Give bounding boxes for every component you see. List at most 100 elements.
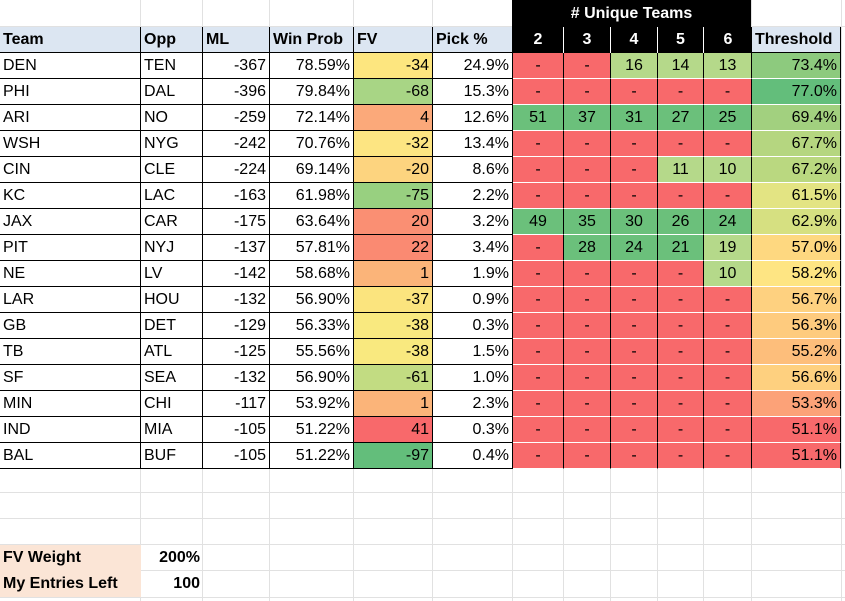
entries-left-value[interactable]: 100: [173, 575, 200, 592]
threshold-cell[interactable]: 67.2%: [752, 157, 841, 183]
ml-cell[interactable]: -224: [203, 157, 270, 183]
win-prob-cell[interactable]: 51.22%: [270, 417, 354, 443]
unique-teams-cell[interactable]: -: [564, 391, 611, 417]
fv-cell[interactable]: -38: [354, 339, 433, 365]
fv-cell[interactable]: -37: [354, 287, 433, 313]
team-cell[interactable]: BAL: [0, 443, 141, 469]
fv-cell[interactable]: -68: [354, 79, 433, 105]
team-cell[interactable]: ARI: [0, 105, 141, 131]
unique-teams-cell[interactable]: -: [704, 313, 752, 339]
team-cell[interactable]: NE: [0, 261, 141, 287]
fv-cell[interactable]: 22: [354, 235, 433, 261]
unique-teams-cell[interactable]: 11: [658, 157, 704, 183]
threshold-cell[interactable]: 69.4%: [752, 105, 841, 131]
threshold-cell[interactable]: 77.0%: [752, 79, 841, 105]
unique-teams-cell[interactable]: 28: [564, 235, 611, 261]
unique-teams-cell[interactable]: -: [513, 53, 564, 79]
pick-pct-cell[interactable]: 0.3%: [433, 313, 513, 339]
unique-teams-cell[interactable]: -: [611, 287, 658, 313]
unique-teams-cell[interactable]: 37: [564, 105, 611, 131]
unique-teams-cell[interactable]: -: [564, 287, 611, 313]
opp-cell[interactable]: LAC: [141, 183, 203, 209]
unique-teams-cell[interactable]: -: [704, 287, 752, 313]
unique-teams-cell[interactable]: -: [513, 183, 564, 209]
opp-cell[interactable]: SEA: [141, 365, 203, 391]
fv-cell[interactable]: -20: [354, 157, 433, 183]
opp-cell[interactable]: TEN: [141, 53, 203, 79]
opp-cell[interactable]: LV: [141, 261, 203, 287]
ml-cell[interactable]: -142: [203, 261, 270, 287]
unique-teams-cell[interactable]: 19: [704, 235, 752, 261]
unique-teams-cell[interactable]: -: [704, 365, 752, 391]
win-prob-cell[interactable]: 72.14%: [270, 105, 354, 131]
pick-pct-cell[interactable]: 8.6%: [433, 157, 513, 183]
pick-pct-cell[interactable]: 2.2%: [433, 183, 513, 209]
opp-cell[interactable]: DAL: [141, 79, 203, 105]
threshold-cell[interactable]: 56.7%: [752, 287, 841, 313]
ml-cell[interactable]: -132: [203, 287, 270, 313]
unique-teams-cell[interactable]: -: [564, 443, 611, 469]
team-cell[interactable]: SF: [0, 365, 141, 391]
team-cell[interactable]: KC: [0, 183, 141, 209]
opp-cell[interactable]: CLE: [141, 157, 203, 183]
unique-teams-cell[interactable]: -: [611, 79, 658, 105]
threshold-cell[interactable]: 56.6%: [752, 365, 841, 391]
fv-cell[interactable]: 20: [354, 209, 433, 235]
team-cell[interactable]: JAX: [0, 209, 141, 235]
threshold-cell[interactable]: 51.1%: [752, 417, 841, 443]
unique-teams-cell[interactable]: -: [658, 261, 704, 287]
unique-teams-cell[interactable]: -: [564, 183, 611, 209]
ml-cell[interactable]: -367: [203, 53, 270, 79]
unique-teams-cell[interactable]: 14: [658, 53, 704, 79]
ml-cell[interactable]: -129: [203, 313, 270, 339]
unique-teams-cell[interactable]: -: [611, 131, 658, 157]
unique-teams-cell[interactable]: -: [513, 131, 564, 157]
unique-teams-cell[interactable]: -: [611, 183, 658, 209]
unique-teams-cell[interactable]: -: [564, 417, 611, 443]
win-prob-cell[interactable]: 51.22%: [270, 443, 354, 469]
win-prob-cell[interactable]: 53.92%: [270, 391, 354, 417]
unique-teams-cell[interactable]: -: [658, 417, 704, 443]
unique-teams-cell[interactable]: -: [513, 79, 564, 105]
unique-teams-cell[interactable]: 10: [704, 157, 752, 183]
opp-cell[interactable]: NYG: [141, 131, 203, 157]
unique-teams-cell[interactable]: -: [564, 339, 611, 365]
ml-cell[interactable]: -125: [203, 339, 270, 365]
unique-teams-cell[interactable]: 27: [658, 105, 704, 131]
pick-pct-cell[interactable]: 0.3%: [433, 417, 513, 443]
fv-cell[interactable]: 41: [354, 417, 433, 443]
threshold-cell[interactable]: 67.7%: [752, 131, 841, 157]
unique-teams-cell[interactable]: 24: [611, 235, 658, 261]
pick-pct-cell[interactable]: 3.4%: [433, 235, 513, 261]
unique-teams-cell[interactable]: -: [611, 157, 658, 183]
win-prob-cell[interactable]: 57.81%: [270, 235, 354, 261]
unique-teams-cell[interactable]: -: [564, 157, 611, 183]
unique-teams-cell[interactable]: -: [513, 313, 564, 339]
unique-teams-cell[interactable]: -: [564, 79, 611, 105]
opp-cell[interactable]: ATL: [141, 339, 203, 365]
fv-cell[interactable]: -38: [354, 313, 433, 339]
win-prob-cell[interactable]: 56.90%: [270, 365, 354, 391]
opp-cell[interactable]: CHI: [141, 391, 203, 417]
fv-cell[interactable]: -34: [354, 53, 433, 79]
opp-cell[interactable]: MIA: [141, 417, 203, 443]
team-cell[interactable]: GB: [0, 313, 141, 339]
team-cell[interactable]: MIN: [0, 391, 141, 417]
fv-cell[interactable]: 1: [354, 261, 433, 287]
team-cell[interactable]: TB: [0, 339, 141, 365]
unique-teams-cell[interactable]: -: [564, 313, 611, 339]
unique-teams-cell[interactable]: 49: [513, 209, 564, 235]
threshold-cell[interactable]: 55.2%: [752, 339, 841, 365]
unique-teams-cell[interactable]: -: [611, 339, 658, 365]
win-prob-cell[interactable]: 61.98%: [270, 183, 354, 209]
win-prob-cell[interactable]: 58.68%: [270, 261, 354, 287]
ml-cell[interactable]: -132: [203, 365, 270, 391]
opp-cell[interactable]: BUF: [141, 443, 203, 469]
unique-teams-cell[interactable]: -: [658, 131, 704, 157]
ml-cell[interactable]: -163: [203, 183, 270, 209]
unique-teams-cell[interactable]: 30: [611, 209, 658, 235]
unique-teams-cell[interactable]: 10: [704, 261, 752, 287]
unique-teams-cell[interactable]: -: [513, 339, 564, 365]
ml-cell[interactable]: -105: [203, 417, 270, 443]
unique-teams-cell[interactable]: -: [658, 183, 704, 209]
